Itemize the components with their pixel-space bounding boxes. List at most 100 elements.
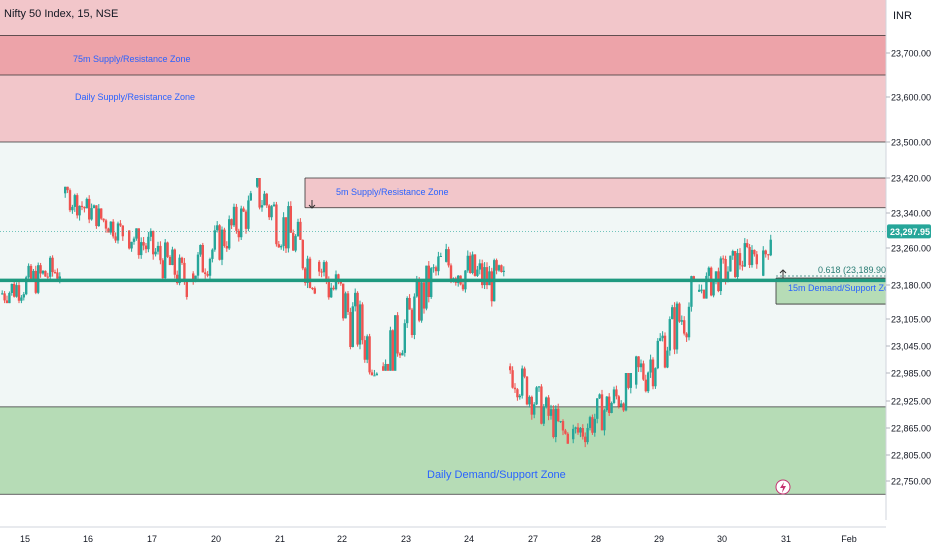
candle-body [102, 218, 105, 221]
candle-body [44, 270, 47, 277]
candle-body [330, 287, 333, 298]
candle-body [22, 294, 25, 298]
time-tick-label: 28 [591, 534, 601, 544]
candle-body [566, 433, 569, 444]
candle-body [473, 254, 477, 276]
candle-body [265, 193, 268, 206]
candle-body [29, 265, 33, 280]
candle-body [608, 396, 611, 413]
candle-body [284, 217, 288, 249]
candle-body [80, 205, 84, 208]
candle-body [629, 373, 632, 388]
candle-body [180, 257, 184, 263]
candle-body [311, 287, 314, 289]
candle-body [610, 403, 613, 413]
candle-body [223, 229, 226, 247]
candle-body [481, 263, 484, 286]
candle-body [511, 370, 514, 388]
candle-body [476, 269, 479, 276]
candle-body [25, 277, 28, 295]
time-tick-label: 24 [464, 534, 474, 544]
candle-body [439, 256, 442, 258]
candle-body [668, 319, 671, 351]
candle-body [581, 427, 584, 437]
candle-body [149, 230, 152, 237]
candle-body [78, 205, 81, 216]
candle-body [263, 193, 266, 206]
candle-body [521, 368, 524, 396]
candlestick-series [1, 178, 772, 448]
candle-body [361, 304, 364, 341]
candle-body [449, 265, 453, 282]
candle-body [137, 228, 140, 256]
price-tick-label: 23,180.00 [891, 281, 931, 291]
candle-body [741, 265, 744, 267]
candle-body [260, 205, 264, 208]
candle-body [410, 309, 414, 335]
candle-body [612, 389, 616, 404]
candle-body [17, 285, 21, 301]
candle-body [755, 254, 758, 265]
candle-body [244, 211, 248, 229]
candle-body [603, 410, 606, 431]
candle-body [748, 247, 751, 266]
candle-body [639, 363, 643, 368]
price-tick-label: 23,105.00 [891, 315, 931, 325]
candle-body [574, 427, 577, 429]
currency-label[interactable]: INR [893, 10, 912, 22]
candle-body [107, 228, 110, 233]
candle-body [1, 293, 4, 295]
candle-body [478, 263, 481, 270]
time-axis[interactable]: 15 16 17 20 21 22 23 24 27 28 29 30 31 Feb [0, 520, 886, 550]
candle-body [624, 373, 628, 411]
candle-body [408, 297, 411, 310]
candle-body [724, 259, 727, 280]
candle-body [750, 249, 754, 266]
price-tick-label: 23,260.00 [891, 244, 931, 254]
candle-body [332, 287, 335, 290]
price-axis[interactable]: 23,700.00 23,600.00 23,500.00 23,420.00 23,3… [885, 0, 932, 550]
candle-body [738, 253, 742, 266]
candle-body [3, 293, 6, 301]
candle-body [490, 271, 493, 302]
candle-body [83, 207, 86, 209]
candle-body [418, 280, 421, 321]
candle-body [678, 303, 681, 322]
candle-body [712, 279, 715, 296]
candle-body [591, 417, 594, 433]
candle-body [736, 253, 739, 277]
candle-body [509, 366, 512, 371]
candle-body [161, 260, 164, 279]
candle-body [502, 270, 505, 272]
candle-body [731, 251, 734, 256]
candle-body [354, 292, 357, 307]
price-axis-bg [886, 0, 932, 550]
candle-body [88, 198, 91, 220]
candle-body [159, 245, 162, 261]
candle-body [144, 245, 148, 250]
candle-body [301, 239, 304, 269]
candle-body [112, 221, 115, 237]
candle-body [598, 394, 601, 399]
15m-demand-zone [776, 278, 886, 305]
candle-body [661, 335, 664, 339]
zone-label-daily-demand: Daily Demand/Support Zone [427, 469, 566, 481]
candle-body [656, 340, 659, 369]
time-axis-bg [0, 520, 886, 550]
candle-body [201, 244, 204, 273]
candle-body [220, 229, 224, 260]
symbol-title: Nifty 50 Index, 15, NSE [4, 8, 119, 20]
candle-body [313, 288, 316, 294]
candle-body [743, 243, 746, 267]
candle-body [304, 268, 307, 283]
candle-body [375, 373, 378, 376]
candle-body [308, 258, 312, 288]
candle-body [196, 254, 200, 276]
candle-body [337, 274, 340, 282]
candle-body [10, 283, 13, 293]
time-tick-label: 16 [83, 534, 93, 544]
candle-body [51, 257, 54, 273]
candle-body [528, 396, 531, 405]
candle-body [119, 223, 122, 226]
